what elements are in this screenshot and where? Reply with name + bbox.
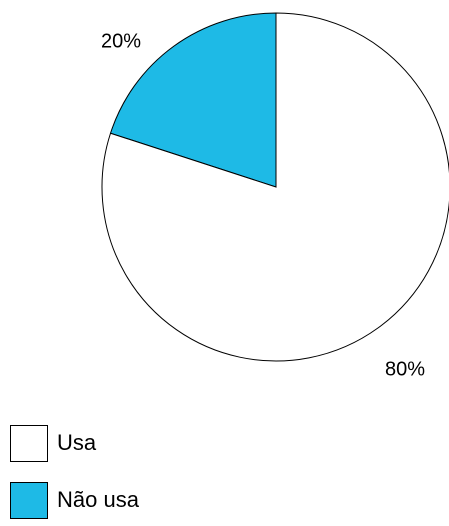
- pie-slice-labels: 20% 80%: [101, 30, 425, 380]
- legend-label-usa: Usa: [57, 430, 97, 455]
- legend-item-nao-usa: Não usa: [10, 480, 270, 520]
- pie-slice-label-usa: 80%: [385, 358, 425, 380]
- legend-swatch-usa: [10, 424, 48, 462]
- pie-slice-label-n-o-usa: 20%: [101, 30, 141, 52]
- pie-slice-usa: [101, 12, 449, 362]
- pie-slice-n-o-usa: [109, 12, 277, 188]
- legend-label-nao-usa: Não usa: [57, 487, 139, 512]
- legend-swatch-nao-usa: [10, 481, 48, 519]
- legend: Usa Não usa: [10, 423, 270, 523]
- legend-item-usa: Usa: [10, 423, 270, 463]
- pie-slices: [101, 12, 449, 362]
